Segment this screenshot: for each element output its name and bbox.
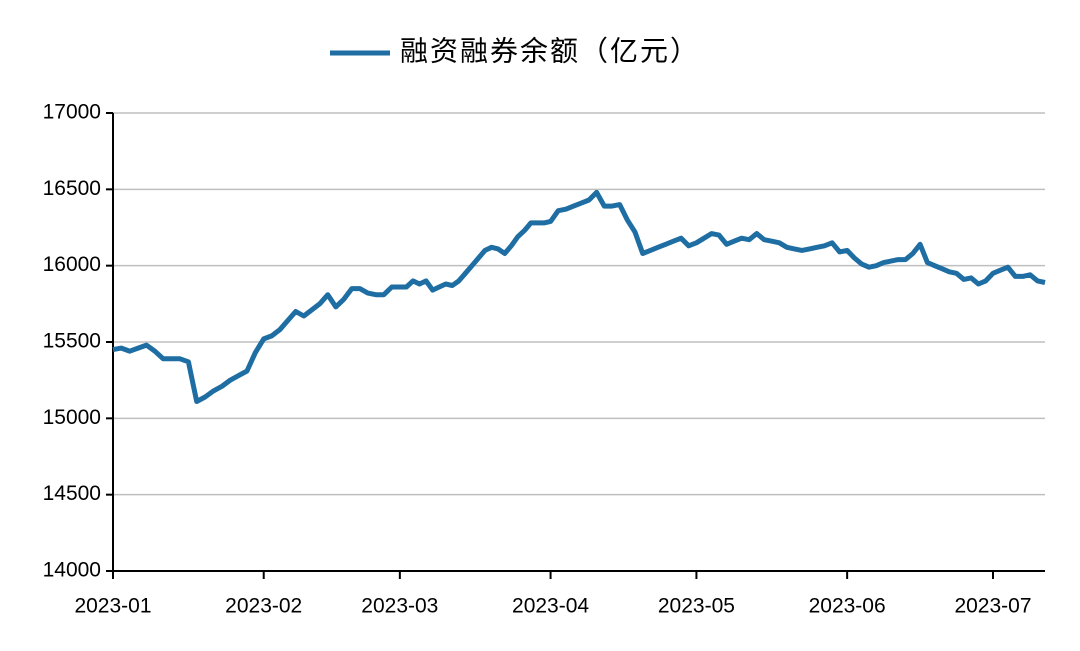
x-tick-label: 2023-05 bbox=[658, 595, 735, 618]
y-tick-label: 14500 bbox=[43, 482, 101, 505]
y-tick-label: 15000 bbox=[43, 406, 101, 429]
legend-text: 融资融券余额（亿元） bbox=[400, 35, 700, 66]
x-tick-label: 2023-02 bbox=[225, 595, 302, 618]
x-tick-label: 2023-07 bbox=[954, 595, 1031, 618]
x-tick-label: 2023-03 bbox=[361, 595, 438, 618]
y-tick-label: 17000 bbox=[43, 101, 101, 124]
x-tick-label: 2023-04 bbox=[512, 595, 589, 618]
y-tick-label: 16500 bbox=[43, 177, 101, 200]
x-tick-label: 2023-06 bbox=[809, 595, 886, 618]
x-tick-label: 2023-01 bbox=[74, 595, 151, 618]
line bbox=[112, 189, 1046, 404]
y-tick-label: 16000 bbox=[43, 253, 101, 276]
y-tick-label: 15500 bbox=[43, 330, 101, 353]
y-tick-label: 14000 bbox=[43, 559, 101, 582]
